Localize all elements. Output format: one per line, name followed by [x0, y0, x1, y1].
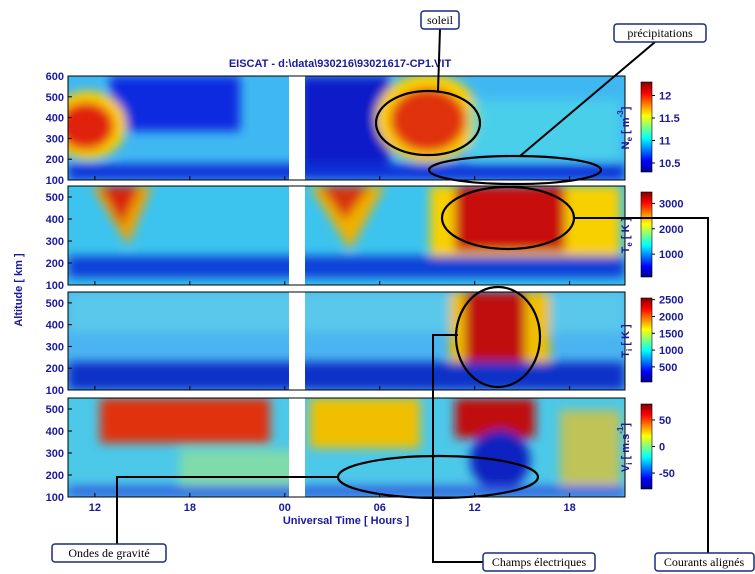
y-tick-label: 500 — [46, 192, 64, 204]
y-tick-label: 400 — [46, 214, 64, 226]
heatmap-ti — [68, 292, 625, 390]
colorbar-tick-label: 1000 — [659, 249, 683, 261]
data-gap — [289, 76, 305, 497]
y-tick-label: 100 — [46, 280, 64, 292]
y-tick-label: 500 — [46, 298, 64, 310]
colorbar-tick-label: 0 — [659, 442, 665, 454]
y-tick-label: 200 — [46, 258, 64, 270]
heatmap-te — [68, 186, 625, 285]
y-tick-label: 600 — [46, 71, 64, 83]
chart-title: EISCAT - d:\data\930216\93021617-CP1.VIT — [229, 58, 452, 70]
y-tick-label: 500 — [46, 404, 64, 416]
y-tick-label: 300 — [46, 448, 64, 460]
colorbar-tick-label: 1000 — [659, 345, 683, 357]
y-tick-label: 400 — [46, 320, 64, 332]
x-tick-label: 12 — [89, 502, 101, 514]
figure: EISCAT - d:\data\930216\93021617-CP1.VIT — [0, 0, 755, 574]
y-tick-label: 200 — [46, 154, 64, 166]
colorbar-tick-label: 3000 — [659, 198, 683, 210]
y-tick-label: 500 — [46, 92, 64, 104]
label-part: [ m.s — [620, 434, 632, 463]
colorbar — [641, 82, 652, 172]
y-tick-label: 300 — [46, 341, 64, 353]
heatmap-ne — [50, 74, 625, 180]
colorbar-tick-label: 50 — [659, 415, 671, 427]
colorbar-tick-label: 12 — [659, 91, 671, 103]
label-part: [ K ] — [620, 324, 632, 349]
x-tick-label: 00 — [279, 502, 291, 514]
x-tick-label: 12 — [469, 502, 481, 514]
colorbar-tick-label: -50 — [659, 468, 675, 480]
label-part: N — [620, 141, 632, 149]
colorbar-label: Ti [ K ] — [620, 324, 634, 358]
annotation: Courants alignés — [664, 555, 745, 569]
colorbar-tick-label: 11.5 — [659, 113, 680, 125]
label-part: ] — [620, 106, 632, 110]
y-tick-label: 100 — [46, 492, 64, 504]
colorbar — [641, 192, 652, 277]
colorbar-tick-label: 10.5 — [659, 158, 680, 170]
y-tick-label: 200 — [46, 363, 64, 375]
colorbar-tick-label: 500 — [659, 362, 677, 374]
label-part: ] — [620, 423, 632, 427]
y-tick-label: 400 — [46, 426, 64, 438]
colorbar — [641, 298, 652, 382]
annotation: Ondes de gravité — [68, 546, 149, 560]
y-tick-label: 100 — [46, 175, 64, 187]
y-axis-label: Altitude [ km ] — [13, 253, 25, 327]
label-part: [ K ] — [620, 217, 632, 242]
y-tick-label: 100 — [46, 385, 64, 397]
annotation: soleil — [427, 13, 454, 27]
y-tick-label: 200 — [46, 470, 64, 482]
colorbar-tick-label: 2500 — [659, 295, 683, 307]
y-tick-label: 300 — [46, 236, 64, 248]
colorbar-tick-label: 11 — [659, 136, 671, 148]
annotation: précipitations — [627, 26, 693, 40]
colorbar-tick-label: 2000 — [659, 224, 683, 236]
colorbar-tick-label: 2000 — [659, 311, 683, 323]
colorbar — [641, 404, 652, 489]
annotation: Champs électriques — [492, 555, 587, 569]
x-axis-label: Universal Time [ Hours ] — [283, 515, 410, 527]
y-tick-label: 400 — [46, 113, 64, 125]
x-tick-label: 06 — [374, 502, 386, 514]
y-tick-label: 300 — [46, 133, 64, 145]
colorbar-label: Te [ K ] — [620, 217, 634, 253]
heatmap-vi — [68, 398, 625, 497]
x-tick-label: 18 — [563, 502, 575, 514]
x-tick-label: 18 — [184, 502, 196, 514]
label-part: [ m — [620, 117, 632, 137]
colorbar-tick-label: 1500 — [659, 328, 683, 340]
